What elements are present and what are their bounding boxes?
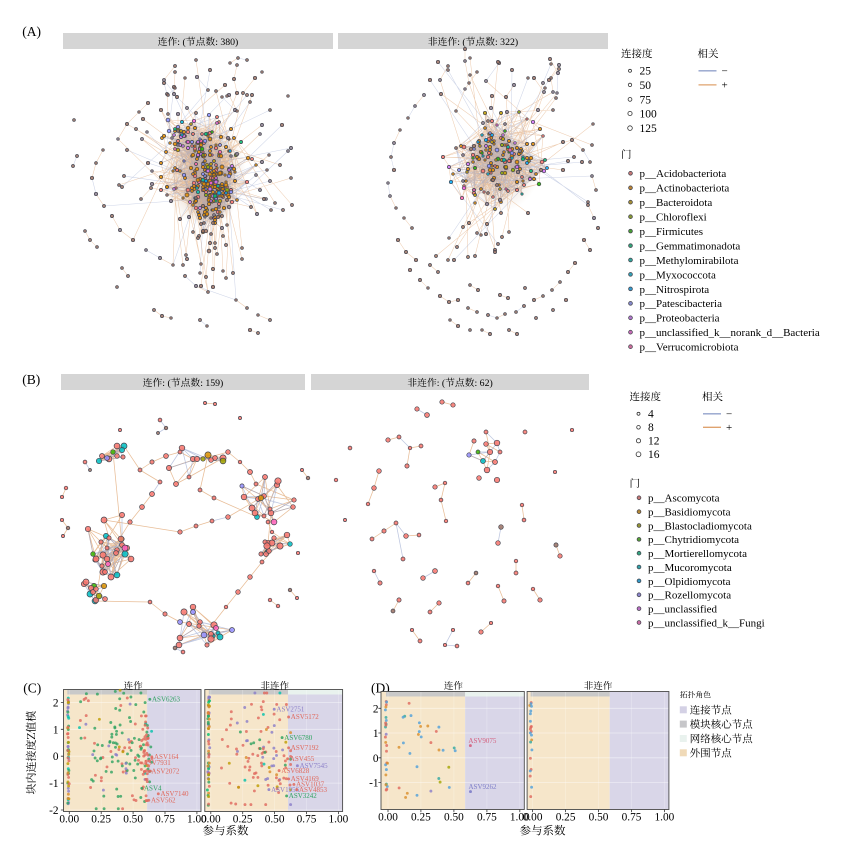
- svg-text:p__Nitrospirota: p__Nitrospirota: [640, 284, 710, 296]
- svg-text:: (: : (: [457, 37, 465, 48]
- svg-text:-1: -1: [49, 778, 58, 790]
- svg-text:0.50: 0.50: [589, 812, 609, 824]
- svg-text:p__Basidiomycota: p__Basidiomycota: [648, 507, 731, 519]
- svg-text:16: 16: [648, 449, 660, 461]
- svg-text:p__Mucoromycota: p__Mucoromycota: [648, 562, 732, 574]
- svg-text:: (: : (: [437, 378, 445, 389]
- svg-text:0.00: 0.00: [378, 812, 398, 824]
- svg-text:ASV7140: ASV7140: [161, 790, 190, 798]
- svg-text:p__Patescibacteria: p__Patescibacteria: [640, 298, 723, 310]
- svg-text:p__Methylomirabilota: p__Methylomirabilota: [640, 255, 739, 267]
- svg-text:0.75: 0.75: [477, 812, 497, 824]
- svg-text:p__unclassified: p__unclassified: [648, 604, 718, 616]
- svg-text:ASV6780: ASV6780: [284, 734, 313, 742]
- svg-text:p__Verrucomicrobiota: p__Verrucomicrobiota: [640, 342, 739, 354]
- svg-text:8: 8: [648, 422, 654, 434]
- svg-text:ASV7192: ASV7192: [291, 744, 320, 752]
- svg-text:ASV4: ASV4: [144, 785, 162, 793]
- svg-text:p__unclassified_k__Fungi: p__unclassified_k__Fungi: [648, 617, 765, 629]
- svg-text:p__Olpidiomycota: p__Olpidiomycota: [648, 576, 731, 588]
- svg-text:ASV7931: ASV7931: [143, 759, 172, 767]
- svg-text:ASV3242: ASV3242: [289, 792, 318, 800]
- svg-text:p__Rozellomycota: p__Rozellomycota: [648, 590, 731, 602]
- svg-text:(B): (B): [22, 372, 40, 387]
- svg-text:p__Chytridiomycota: p__Chytridiomycota: [648, 534, 739, 546]
- svg-text:ASV562: ASV562: [151, 797, 176, 805]
- svg-text:ASV6263: ASV6263: [152, 696, 181, 704]
- svg-text:ASV2751: ASV2751: [276, 705, 305, 713]
- svg-text:0.25: 0.25: [556, 812, 576, 824]
- svg-text:0.75: 0.75: [155, 814, 175, 826]
- svg-text:(C): (C): [23, 681, 41, 696]
- svg-text:ASV2072: ASV2072: [151, 768, 180, 776]
- svg-text:1.00: 1.00: [187, 814, 207, 826]
- svg-text:-2: -2: [49, 805, 59, 817]
- svg-text:2: 2: [373, 703, 379, 715]
- svg-text:0.50: 0.50: [265, 814, 285, 826]
- svg-text:p__Ascomycota: p__Ascomycota: [648, 493, 720, 505]
- svg-text:0.25: 0.25: [91, 814, 111, 826]
- svg-text:p__Blastocladiomycota: p__Blastocladiomycota: [648, 520, 752, 532]
- svg-text:+: +: [726, 422, 732, 434]
- svg-text:1: 1: [373, 728, 379, 740]
- svg-text:0.00: 0.00: [523, 812, 543, 824]
- svg-text:0: 0: [53, 751, 59, 763]
- svg-text:1: 1: [53, 724, 59, 736]
- svg-text:0.50: 0.50: [444, 812, 464, 824]
- svg-text:1.00: 1.00: [655, 812, 675, 824]
- svg-text:: (: : (: [177, 37, 185, 48]
- svg-text:ASV4169: ASV4169: [291, 775, 320, 783]
- svg-text:1.00: 1.00: [329, 814, 349, 826]
- svg-text:100: 100: [640, 108, 658, 120]
- svg-text:−: −: [722, 65, 728, 77]
- svg-text:0: 0: [373, 753, 379, 765]
- svg-text:0.75: 0.75: [297, 814, 317, 826]
- svg-text:ASV9075: ASV9075: [468, 737, 497, 745]
- svg-text:4: 4: [648, 409, 654, 421]
- svg-text:p__Proteobacteria: p__Proteobacteria: [640, 313, 720, 325]
- svg-text:12: 12: [648, 436, 660, 448]
- svg-text:ASV4853: ASV4853: [299, 786, 328, 794]
- svg-text:p__Gemmatimonadota: p__Gemmatimonadota: [640, 240, 741, 252]
- svg-text:0.25: 0.25: [411, 812, 431, 824]
- svg-text:ASV5172: ASV5172: [291, 713, 320, 721]
- svg-text:ASV6828: ASV6828: [281, 767, 310, 775]
- svg-text:(A): (A): [22, 24, 41, 39]
- svg-text:0.00: 0.00: [59, 814, 79, 826]
- svg-text:ASV164: ASV164: [154, 753, 179, 761]
- svg-text:: 62): : 62): [475, 378, 493, 389]
- svg-text:125: 125: [640, 123, 658, 135]
- svg-text:p__Firmicutes: p__Firmicutes: [640, 226, 704, 238]
- svg-text:−: −: [726, 408, 732, 420]
- svg-text:ASV1956: ASV1956: [271, 786, 300, 794]
- svg-text:: 159): : 159): [200, 378, 223, 389]
- svg-text:50: 50: [640, 80, 652, 92]
- svg-text:+: +: [722, 79, 728, 91]
- svg-text:0.50: 0.50: [123, 814, 143, 826]
- svg-text:: (: : (: [162, 378, 170, 389]
- svg-text:: 322): : 322): [495, 37, 518, 48]
- svg-text:p__Chloroflexi: p__Chloroflexi: [640, 212, 707, 224]
- svg-text:25: 25: [640, 66, 652, 78]
- svg-text:2: 2: [53, 697, 59, 709]
- svg-text:p__Myxococcota: p__Myxococcota: [640, 269, 716, 281]
- svg-text:p__Mortierellomycota: p__Mortierellomycota: [648, 548, 747, 560]
- svg-text:0.75: 0.75: [622, 812, 642, 824]
- svg-text:p__Acidobacteriota: p__Acidobacteriota: [640, 168, 727, 180]
- svg-text:ASV9262: ASV9262: [469, 783, 498, 791]
- svg-text:1.00: 1.00: [510, 812, 530, 824]
- svg-text:p__unclassified_k__norank_d__B: p__unclassified_k__norank_d__Bacteria: [640, 327, 820, 339]
- svg-text:p__Actinobacteriota: p__Actinobacteriota: [640, 183, 730, 195]
- svg-text:: 380): : 380): [215, 37, 238, 48]
- svg-text:0.25: 0.25: [233, 814, 253, 826]
- svg-text:ASV455: ASV455: [290, 755, 315, 763]
- svg-text:-1: -1: [369, 778, 378, 790]
- svg-text:ASV1037: ASV1037: [296, 781, 325, 789]
- svg-text:ASV7545: ASV7545: [300, 762, 329, 770]
- svg-text:75: 75: [640, 94, 652, 106]
- svg-text:0.00: 0.00: [201, 814, 221, 826]
- svg-text:p__Bacteroidota: p__Bacteroidota: [640, 197, 713, 209]
